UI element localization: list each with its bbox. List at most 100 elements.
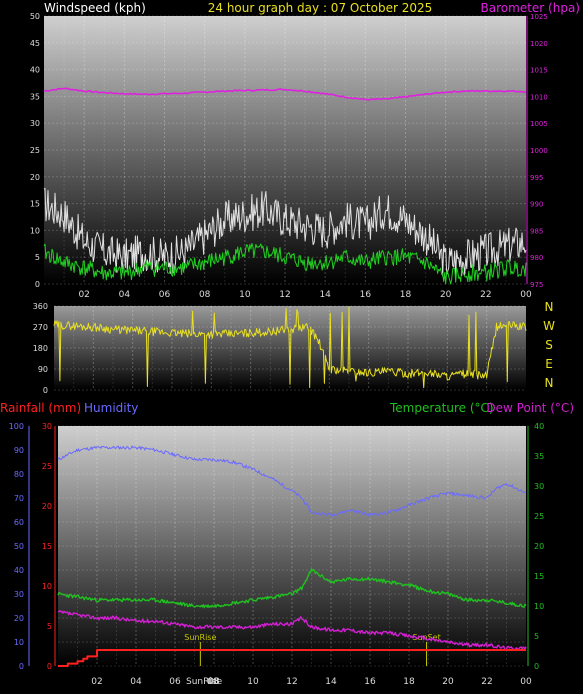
rainfall-tick-0: 0 (47, 662, 52, 671)
wind-xtick-06: 06 (159, 290, 171, 300)
baro-tick-1015: 1015 (530, 67, 548, 75)
climate-xtick-16: 16 (364, 677, 376, 687)
wind-tick-0: 0 (35, 280, 40, 289)
dir-tick-360: 360 (33, 302, 48, 311)
wind-chart-series (43, 87, 527, 285)
date-title: 24 hour graph day : 07 October 2025 (208, 1, 433, 15)
wind-xtick-04: 04 (119, 290, 131, 300)
baro-tick-1025: 1025 (530, 13, 548, 21)
temperature-line (57, 568, 527, 609)
temperature-axis-ticks: 0 5 10 15 20 25 30 35 40 (527, 422, 544, 671)
temperature-tick-30: 30 (534, 482, 544, 491)
temperature-tick-40: 40 (534, 422, 544, 431)
rainfall-axis-ticks: 0 5 10 15 20 25 30 (42, 422, 56, 671)
wind-tick-40: 40 (30, 66, 40, 75)
wind-xtick-00: 00 (520, 290, 532, 300)
climate-chart-background (58, 426, 526, 666)
wind-direction-series (53, 306, 527, 389)
wind-tick-20: 20 (30, 173, 40, 182)
rainfall-tick-25: 25 (42, 462, 52, 471)
dir-tick-270: 270 (33, 323, 48, 332)
climate-xtick-20: 20 (442, 677, 454, 687)
wind-chart-background (44, 16, 526, 284)
wind-xtick-12: 12 (279, 290, 290, 300)
climate-chart: 0 10 20 30 40 50 60 70 80 90 100 0 5 10 15 20 25 30 0 5 10… (9, 422, 544, 671)
sunrise-bottom-label: SunRise (186, 677, 223, 687)
sunrise-bottom-tick: 08 (207, 677, 219, 687)
baro-tick-1005: 1005 (530, 120, 548, 128)
humidity-tick-30: 30 (14, 590, 24, 599)
baro-tick-1000: 1000 (530, 147, 548, 155)
wind-xtick-10: 10 (239, 290, 251, 300)
rainfall-line (58, 649, 526, 667)
temperature-tick-10: 10 (534, 602, 544, 611)
compass-label-0: N (545, 300, 554, 314)
baro-tick-980: 980 (530, 254, 543, 262)
humidity-tick-100: 100 (9, 422, 24, 431)
wind-xtick-22: 22 (480, 290, 491, 300)
dir-tick-0: 0 (43, 386, 48, 395)
sun-marker-label-1: SunSet (412, 633, 440, 642)
temperature-label: Temperature (°C) (389, 401, 494, 415)
wind-tick-45: 45 (30, 39, 40, 48)
climate-xtick-10: 10 (247, 677, 259, 687)
compass-label-1: W (543, 319, 555, 333)
wind-title: Windspeed (kph) (44, 1, 146, 15)
dewpoint-label: Dew Point (°C) (486, 401, 574, 415)
sun-marker-label-0: SunRise (184, 633, 216, 642)
wind-avg-line (43, 242, 527, 285)
barometer-title: Barometer (hpa) (481, 1, 580, 15)
humidity-tick-20: 20 (14, 614, 24, 623)
sun-annotations: SunRise SunSet (184, 633, 441, 666)
compass-label-2: S (545, 338, 553, 352)
climate-xtick-00: 00 (520, 677, 532, 687)
wind-xtick-14: 14 (319, 290, 331, 300)
compass-label-4: N (545, 376, 554, 390)
rainfall-label: Rainfall (mm) (0, 401, 81, 415)
wind-axis-ticks: 0 5 10 15 20 25 30 35 40 45 50 (30, 12, 40, 289)
humidity-line (57, 445, 527, 517)
rainfall-tick-5: 5 (47, 622, 52, 631)
barometer-axis-ticks: 975 980 985 990 995 1000 1005 1010 1015 1020 1025 (526, 13, 548, 289)
climate-chart-xaxis: 02 04 06 08 10 12 14 16 18 20 22 00 (91, 677, 532, 687)
baro-tick-1020: 1020 (530, 40, 548, 48)
climate-xtick-22: 22 (481, 677, 492, 687)
wind-xtick-02: 02 (78, 290, 89, 300)
humidity-tick-60: 60 (14, 518, 24, 527)
baro-tick-995: 995 (530, 174, 543, 182)
climate-xtick-06: 06 (169, 677, 181, 687)
wind-direction-line (53, 306, 527, 389)
baro-tick-1010: 1010 (530, 93, 548, 101)
climate-xtick-14: 14 (325, 677, 337, 687)
wind-tick-10: 10 (30, 226, 40, 235)
dir-tick-90: 90 (38, 365, 48, 374)
wind-xtick-18: 18 (400, 290, 412, 300)
rainfall-tick-10: 10 (42, 582, 52, 591)
humidity-tick-40: 40 (14, 566, 24, 575)
rainfall-tick-30: 30 (42, 422, 52, 431)
dewpoint-line (57, 609, 527, 651)
climate-xtick-12: 12 (286, 677, 297, 687)
rainfall-tick-15: 15 (42, 542, 52, 551)
wind-xtick-16: 16 (360, 290, 372, 300)
wind-tick-35: 35 (30, 92, 40, 101)
wind-xtick-08: 08 (199, 290, 211, 300)
baro-tick-975: 975 (530, 281, 543, 289)
wind-tick-15: 15 (30, 200, 40, 209)
wind-chart-xaxis: 02 04 06 08 10 12 14 16 18 20 22 00 (78, 290, 532, 300)
climate-xtick-04: 04 (130, 677, 142, 687)
humidity-axis-ticks: 0 10 20 30 40 50 60 70 80 90 100 (9, 422, 30, 671)
climate-xtick-08: 08 (208, 677, 220, 687)
wind-chart-grid (44, 15, 526, 285)
humidity-tick-90: 90 (14, 446, 24, 455)
humidity-tick-0: 0 (19, 662, 24, 671)
humidity-tick-10: 10 (14, 638, 24, 647)
baro-tick-985: 985 (530, 227, 543, 235)
humidity-tick-80: 80 (14, 470, 24, 479)
climate-chart-series (57, 445, 527, 667)
wind-tick-50: 50 (30, 12, 40, 21)
